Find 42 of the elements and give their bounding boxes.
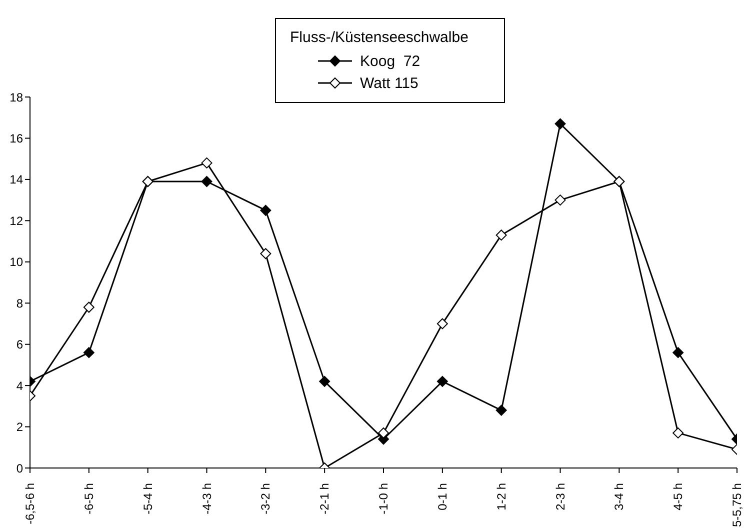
x-tick-label: 1-2 h: [494, 483, 508, 510]
point: [260, 204, 272, 216]
point: [378, 427, 389, 438]
point: [554, 194, 566, 206]
x-tick-label: 2-3 h: [553, 483, 568, 510]
x-tick-label: -6,5-6 h: [23, 483, 37, 524]
point: [319, 376, 330, 387]
y-tick-label: 4: [16, 378, 24, 393]
y-tick-label: 14: [10, 172, 24, 187]
point: [554, 118, 566, 130]
point: [436, 318, 448, 330]
x-tick-label: 4-5 h: [671, 483, 686, 510]
y-tick-label: 6: [16, 338, 24, 352]
point: [436, 376, 448, 387]
point: [83, 347, 94, 358]
x-tick-label: -1-0 h: [376, 483, 390, 514]
x-tick-label: -4-3 h: [200, 483, 214, 514]
point: [496, 404, 507, 416]
point: [201, 157, 212, 168]
y-tick-label: 10: [10, 255, 24, 270]
point: [672, 347, 684, 358]
y-tick-label: 12: [10, 214, 24, 228]
y-tick-label: 8: [16, 296, 24, 310]
x-tick-label: 0-1 h: [435, 483, 450, 510]
y-tick-label: 0: [16, 461, 24, 476]
point: [260, 248, 272, 260]
x-tick-label: 3-4 h: [612, 483, 626, 510]
point: [672, 427, 684, 438]
legend-label: Koog 72: [360, 52, 420, 70]
point: [201, 176, 212, 188]
y-tick-label: 16: [10, 131, 24, 146]
y-tick-label: 18: [10, 90, 24, 104]
y-tick-label: 2: [16, 420, 24, 434]
point: [83, 302, 94, 313]
legend-title: Fluss-/Küstenseeschwalbe: [290, 29, 470, 46]
x-tick-label: -3-2 h: [258, 483, 273, 514]
x-tick-label: 5-5,75 h: [730, 483, 744, 528]
legend-label: Watt 115: [360, 74, 418, 92]
point: [496, 230, 507, 241]
x-tick-label: -5-4 h: [140, 483, 155, 514]
x-tick-label: -2-1 h: [318, 483, 332, 514]
x-tick-label: -6-5 h: [82, 483, 96, 514]
